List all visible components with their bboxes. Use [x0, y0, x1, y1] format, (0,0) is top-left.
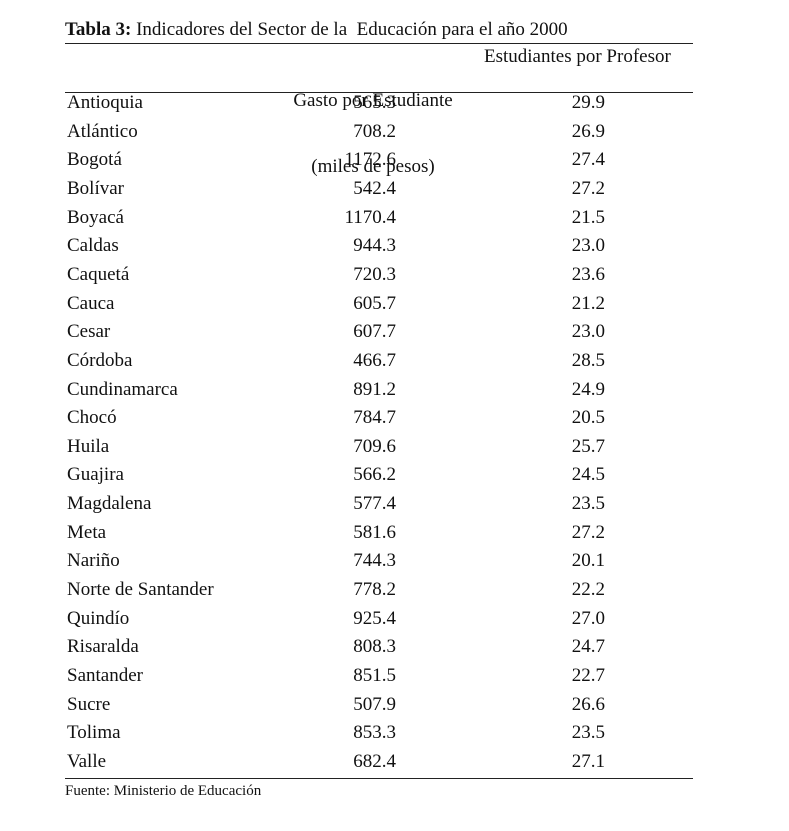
- header-line: (miles de pesos): [311, 156, 435, 177]
- row-label: Sucre: [67, 693, 111, 715]
- ratio-cell: 23.0: [571, 235, 605, 257]
- ratio-cell: 27.0: [571, 607, 605, 629]
- ratio-cell: 23.5: [571, 493, 605, 515]
- ratio-cell: 27.2: [571, 177, 605, 199]
- row-label: Boyacá: [67, 206, 124, 228]
- ratio-cell: 24.7: [571, 636, 605, 658]
- gasto-cell: 744.3: [353, 550, 396, 572]
- footer: Fuente: Ministerio de Educación: [65, 783, 262, 799]
- gasto-cell: 708.2: [353, 120, 396, 142]
- row-label: Chocó: [67, 407, 117, 429]
- gasto-cell: 808.3: [353, 636, 396, 658]
- ratio-cell: 22.2: [571, 579, 605, 601]
- row-label: Nariño: [67, 550, 120, 572]
- gasto-cell: 778.2: [353, 579, 396, 601]
- row-label: Guajira: [67, 464, 124, 486]
- gasto-cell: 682.4: [353, 750, 396, 772]
- ratio-cell: 26.6: [571, 693, 605, 715]
- row-label: Antioquia: [67, 92, 143, 113]
- ratio-cell: 27.2: [571, 521, 605, 543]
- row-label: Caldas: [67, 235, 119, 257]
- table-title: Tabla 3: Indicadores del Sector de la Ed…: [65, 19, 568, 41]
- row-label: Huila: [67, 435, 110, 457]
- top-rule: [65, 43, 693, 44]
- gasto-cell: 944.3: [353, 235, 396, 257]
- row-label: Santander: [67, 665, 143, 686]
- gasto-cell: 607.7: [353, 321, 396, 343]
- gasto-cell: 542.4: [353, 177, 396, 199]
- ratio-cell: 29.9: [571, 92, 605, 113]
- gasto-cell: 581.6: [353, 521, 396, 543]
- gasto-cell: 784.7: [353, 407, 396, 429]
- row-label: Cauca: [67, 292, 115, 314]
- gasto-cell: 853.3: [353, 722, 396, 744]
- row-label: Bolívar: [67, 177, 124, 199]
- gasto-cell: 891.2: [353, 378, 396, 400]
- row-label: Bogotá: [67, 149, 122, 171]
- row-label: Valle: [67, 750, 107, 772]
- row-label: Risaralda: [67, 636, 139, 658]
- row-label: Tolima: [67, 722, 121, 744]
- gasto-cell: 720.3: [353, 263, 396, 285]
- ratio-cell: 23.0: [571, 321, 605, 343]
- gasto-cell: 851.5: [353, 665, 396, 686]
- gasto-cell: 605.7: [353, 292, 396, 314]
- ratio-cell: 21.2: [571, 292, 605, 314]
- ratio-cell: 27.1: [571, 750, 605, 772]
- gasto-cell: 565.3: [353, 92, 396, 113]
- row-label: Cesar: [67, 321, 111, 343]
- gasto-cell: 925.4: [353, 607, 396, 629]
- row-label: Meta: [67, 521, 107, 543]
- row-label: Quindío: [67, 607, 130, 629]
- header-cell: Gasto por Estudiante (miles de pesos): [286, 46, 460, 222]
- ratio-cell: 24.9: [571, 378, 605, 400]
- ratio-cell: 21.5: [571, 206, 605, 228]
- bottom-rule: [65, 778, 693, 779]
- gasto-cell: 1172.6: [344, 149, 396, 171]
- gasto-cell: 577.4: [353, 493, 396, 515]
- ratio-cell: 22.7: [571, 665, 605, 686]
- row-label: Córdoba: [67, 349, 133, 371]
- gasto-cell: 466.7: [353, 349, 396, 371]
- header-cell: Estudiantes por Profesor: [484, 46, 671, 67]
- ratio-cell: 23.6: [571, 263, 605, 285]
- ratio-cell: 20.1: [571, 550, 605, 572]
- ratio-cell: 27.4: [571, 149, 605, 171]
- header-line: Gasto por Estudiante: [293, 90, 453, 111]
- row-label: Magdalena: [67, 493, 152, 515]
- gasto-cell: 507.9: [353, 693, 396, 715]
- row-label: Atlántico: [67, 120, 138, 142]
- ratio-cell: 20.5: [571, 407, 605, 429]
- header-rule: [65, 92, 693, 93]
- row-label: Cundinamarca: [67, 378, 178, 400]
- ratio-cell: 26.9: [571, 120, 605, 142]
- title-label: Tabla 3:: [65, 19, 132, 40]
- ratio-cell: 28.5: [571, 349, 605, 371]
- gasto-cell: 1170.4: [344, 206, 396, 228]
- row-label: Caquetá: [67, 263, 130, 285]
- ratio-cell: 23.5: [571, 722, 605, 744]
- gasto-cell: 709.6: [353, 435, 396, 457]
- ratio-cell: 25.7: [571, 435, 605, 457]
- row-label: Norte de Santander: [67, 579, 214, 601]
- gasto-cell: 566.2: [353, 464, 396, 486]
- title-text: Indicadores del Sector de la Educación p…: [136, 19, 568, 40]
- ratio-cell: 24.5: [571, 464, 605, 486]
